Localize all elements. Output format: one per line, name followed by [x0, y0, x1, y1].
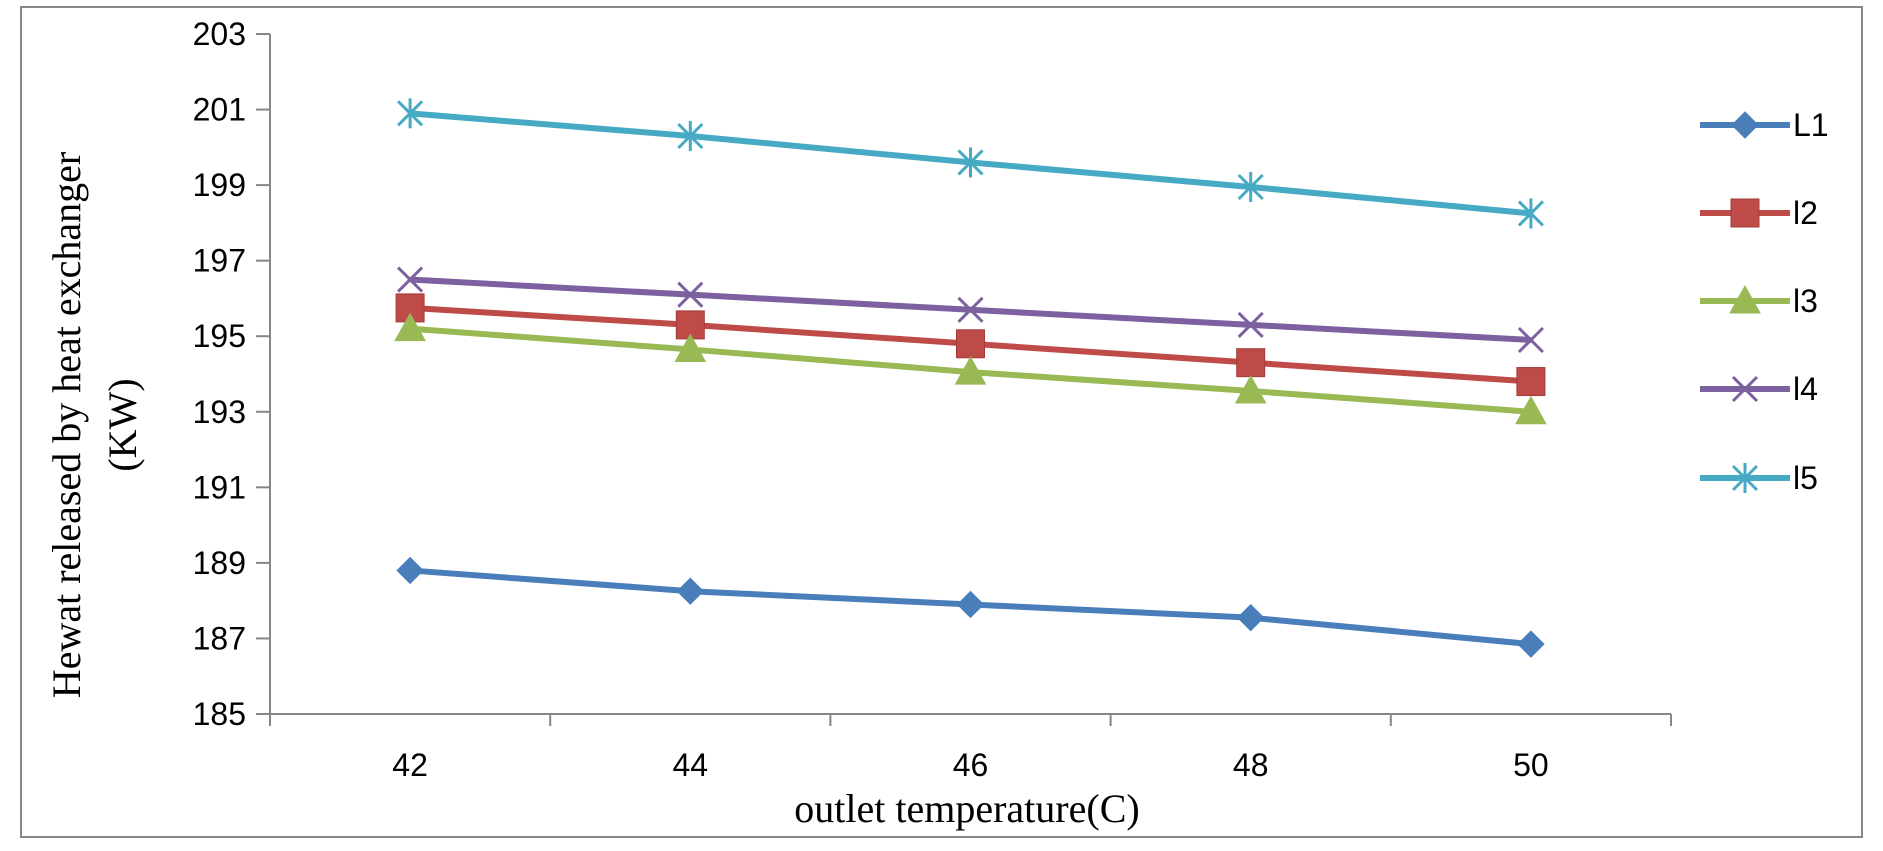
x-tick-label: 46: [953, 747, 989, 783]
legend-label: l3: [1793, 283, 1818, 319]
legend-marker: [1731, 463, 1759, 493]
data-point: [1237, 311, 1264, 338]
y-tick-label: 199: [193, 167, 246, 203]
legend-label: l2: [1793, 195, 1818, 231]
x-tick-label: 50: [1513, 747, 1549, 783]
marker-stroke: [397, 266, 424, 293]
legend-label: l5: [1793, 460, 1818, 496]
series-l2: [395, 293, 1546, 397]
data-point: [397, 98, 424, 129]
y-tick-label: 185: [193, 696, 246, 732]
legend-entry-l5: l5: [1700, 460, 1818, 496]
marker-stroke: [1731, 375, 1759, 403]
y-tick-label: 189: [193, 545, 246, 581]
x-axis-title: outlet temperature(C): [794, 786, 1139, 831]
axes: 185 187 189 191 193 195 197 199 201 203 42 44 46 48 50: [193, 16, 1672, 783]
data-point: [1517, 198, 1544, 229]
y-tick-label: 187: [193, 620, 246, 656]
series-l1: [396, 556, 1545, 658]
legend-label: L1: [1793, 107, 1829, 143]
chart-frame: [20, 6, 1863, 838]
data-point: [394, 312, 426, 342]
x-tick-label: 42: [392, 747, 428, 783]
legend-marker: [1731, 375, 1759, 403]
legend-label: l4: [1793, 371, 1818, 407]
data-point: [956, 329, 985, 359]
y-tick-label: 197: [193, 243, 246, 279]
legend-marker: [1729, 284, 1761, 314]
y-tick-label: 203: [193, 16, 246, 52]
y-tick-label: 201: [193, 92, 246, 128]
series-l5: [397, 98, 1544, 229]
y-tick-label: 191: [193, 469, 246, 505]
data-point: [396, 556, 424, 585]
x-tick-label: 48: [1233, 747, 1269, 783]
legend-entry-l1: L1: [1700, 107, 1829, 143]
legend-marker: [1731, 111, 1759, 139]
legend-marker: [1730, 198, 1760, 228]
data-point: [677, 281, 704, 308]
marker-stroke: [957, 296, 984, 323]
data-point: [1515, 395, 1547, 425]
data-point: [957, 147, 984, 178]
series-layer: [394, 98, 1547, 658]
data-point: [676, 577, 705, 605]
data-point: [1236, 348, 1266, 378]
y-axis-title-line1: Hewat released by heat exchanger: [44, 152, 89, 698]
data-point: [954, 356, 987, 385]
series-l3: [394, 312, 1547, 425]
data-point: [957, 296, 984, 323]
y-tick-label: 195: [193, 318, 246, 354]
legend-entry-l3: l3: [1700, 283, 1818, 319]
data-point: [1237, 172, 1264, 202]
data-point: [1234, 374, 1267, 404]
legend-entry-l4: l4: [1700, 371, 1818, 407]
data-point: [1517, 326, 1544, 354]
data-point: [956, 590, 985, 619]
marker-stroke: [1237, 311, 1264, 338]
data-point: [1517, 630, 1545, 658]
y-tick-label: 193: [193, 394, 246, 430]
data-point: [1236, 603, 1265, 632]
data-point: [674, 333, 707, 362]
x-tick-label: 44: [673, 747, 709, 783]
legend-entry-l2: l2: [1700, 195, 1818, 231]
series-l4: [397, 266, 1544, 354]
y-axis-title-line2: (KW): [100, 378, 145, 471]
marker-stroke: [677, 281, 704, 308]
data-point: [1516, 367, 1546, 397]
data-point: [677, 121, 704, 151]
marker-stroke: [1517, 326, 1544, 354]
data-point: [397, 266, 424, 293]
legend: L1 l2 l3 l4 l5: [1700, 107, 1829, 496]
